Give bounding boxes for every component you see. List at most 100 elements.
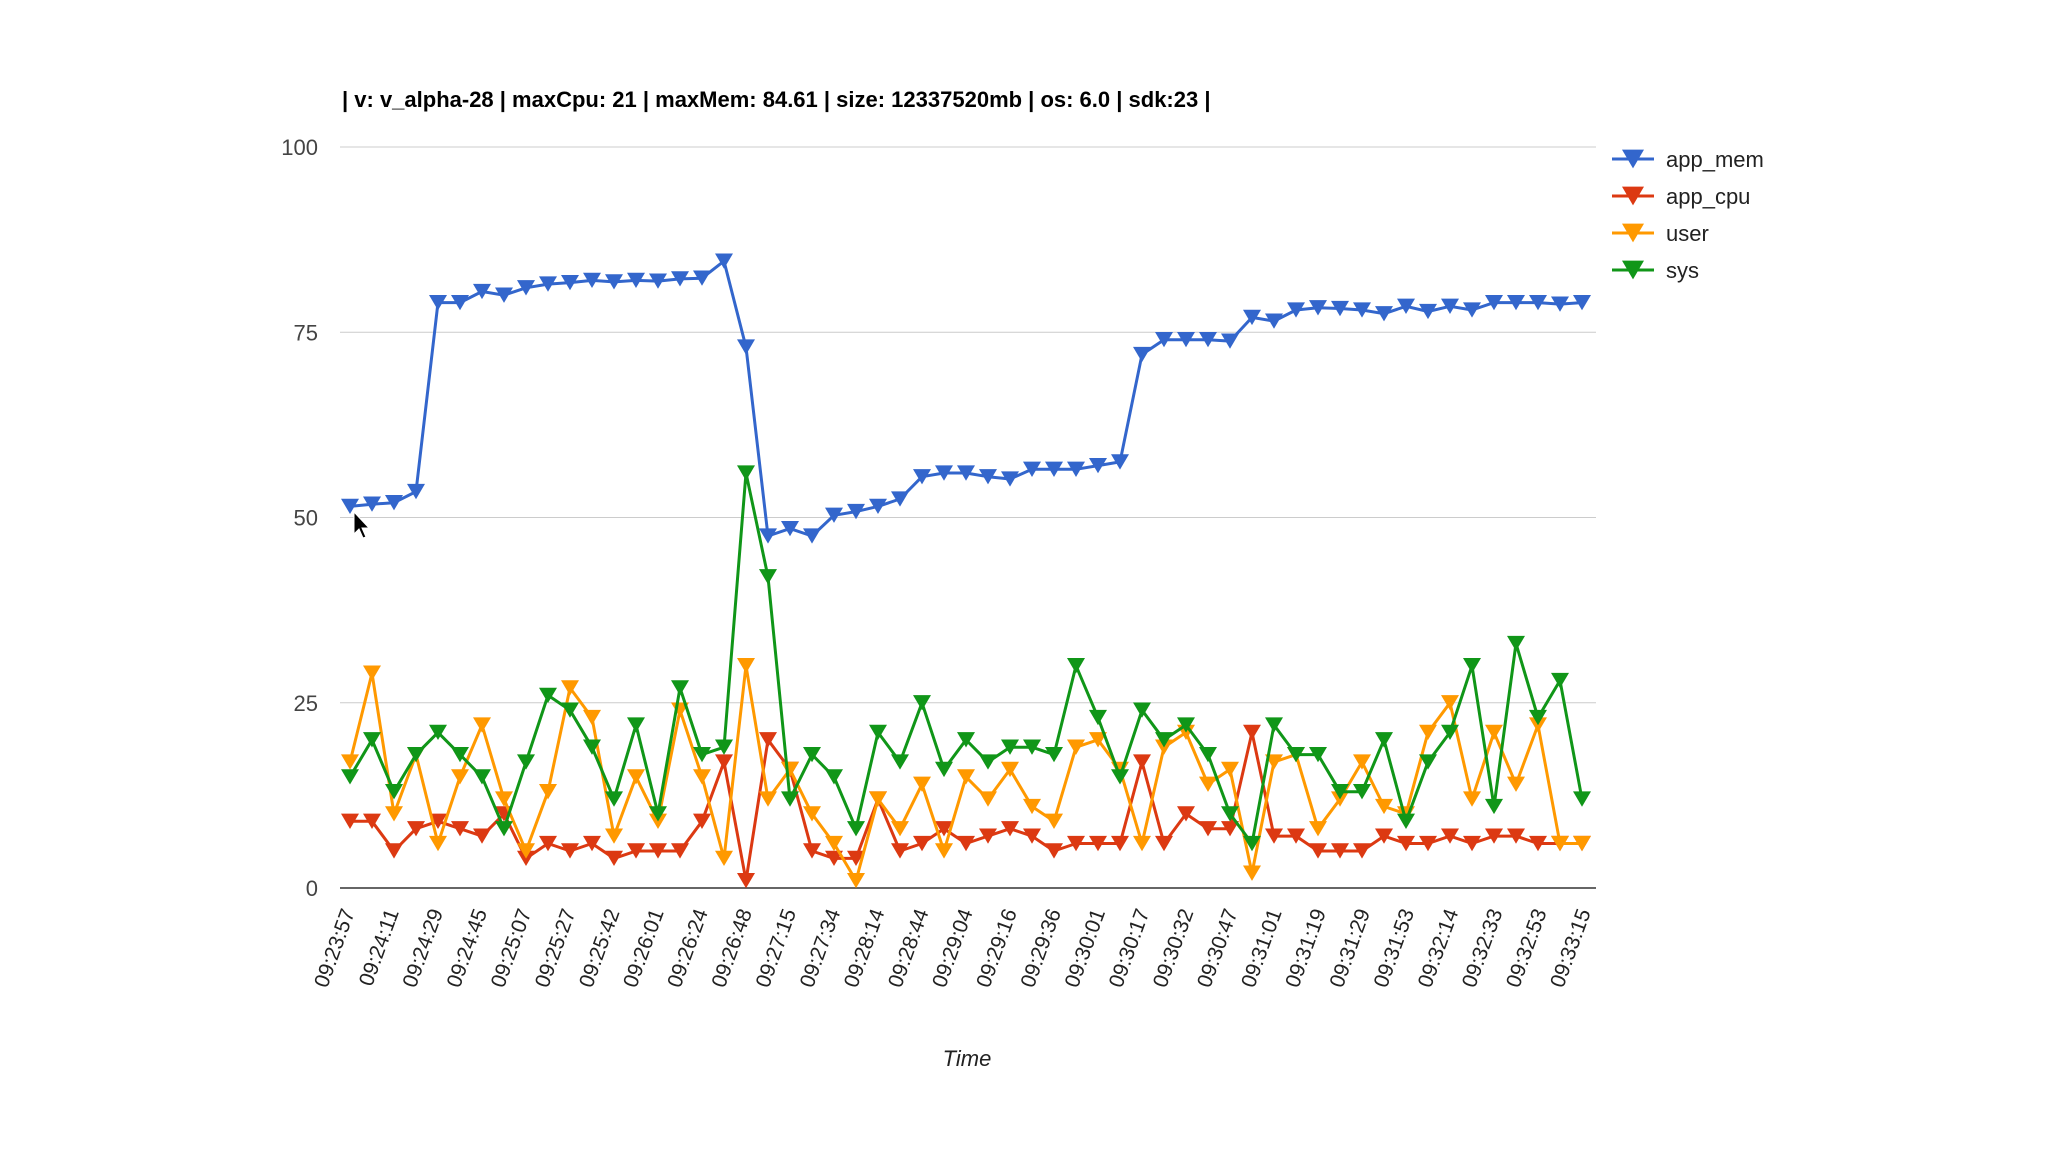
data-point[interactable] [1375, 306, 1393, 322]
data-point[interactable] [1353, 754, 1371, 770]
data-point[interactable] [1067, 835, 1085, 852]
data-point[interactable] [1397, 298, 1415, 314]
data-point[interactable] [1243, 724, 1261, 741]
data-point[interactable] [979, 754, 997, 770]
data-point[interactable] [935, 465, 953, 481]
data-point[interactable] [583, 739, 601, 755]
data-point[interactable] [1111, 835, 1129, 852]
data-point[interactable] [1397, 813, 1415, 829]
data-point[interactable] [517, 843, 535, 859]
data-point[interactable] [825, 769, 843, 785]
data-point[interactable] [1507, 635, 1525, 652]
data-point[interactable] [671, 680, 689, 696]
data-point[interactable] [891, 821, 909, 837]
data-point[interactable] [1243, 309, 1261, 326]
data-point[interactable] [473, 769, 491, 785]
legend-item-sys[interactable]: sys [1612, 258, 1699, 283]
data-point[interactable] [429, 813, 447, 829]
data-point[interactable] [605, 274, 623, 290]
data-point[interactable] [517, 754, 535, 770]
data-point[interactable] [561, 702, 579, 718]
data-point[interactable] [1221, 806, 1239, 822]
data-point[interactable] [825, 850, 843, 867]
data-point[interactable] [451, 769, 469, 785]
data-point[interactable] [341, 498, 359, 515]
data-point[interactable] [693, 746, 711, 763]
data-point[interactable] [1551, 296, 1569, 312]
data-point[interactable] [1441, 298, 1459, 314]
data-point[interactable] [1463, 791, 1481, 807]
data-point[interactable] [913, 695, 931, 711]
legend-item-user[interactable]: user [1612, 221, 1709, 246]
data-point[interactable] [1441, 828, 1459, 844]
data-point[interactable] [627, 769, 645, 785]
data-point[interactable] [1551, 835, 1569, 852]
data-point[interactable] [737, 872, 755, 889]
data-point[interactable] [869, 724, 887, 741]
data-point[interactable] [649, 273, 667, 289]
data-point[interactable] [781, 761, 799, 778]
data-point[interactable] [1199, 821, 1217, 837]
data-point[interactable] [1573, 791, 1591, 807]
data-point[interactable] [495, 791, 513, 807]
data-point[interactable] [1309, 821, 1327, 837]
data-point[interactable] [1507, 294, 1525, 311]
data-point[interactable] [473, 828, 491, 844]
data-point[interactable] [737, 465, 755, 481]
data-point[interactable] [803, 843, 821, 859]
data-point[interactable] [1485, 828, 1503, 844]
data-point[interactable] [1001, 761, 1019, 778]
data-point[interactable] [693, 769, 711, 785]
data-point[interactable] [583, 709, 601, 726]
data-point[interactable] [1485, 724, 1503, 741]
data-point[interactable] [737, 658, 755, 674]
data-point[interactable] [1177, 806, 1195, 822]
data-point[interactable] [1155, 732, 1173, 748]
data-point[interactable] [1529, 835, 1547, 852]
data-point[interactable] [1419, 303, 1437, 320]
data-point[interactable] [825, 507, 843, 523]
data-point[interactable] [1309, 746, 1327, 763]
data-point[interactable] [1551, 672, 1569, 689]
data-point[interactable] [1507, 828, 1525, 844]
data-point[interactable] [605, 791, 623, 807]
data-point[interactable] [1023, 828, 1041, 844]
data-point[interactable] [495, 821, 513, 837]
data-point[interactable] [649, 843, 667, 859]
data-point[interactable] [451, 294, 469, 311]
data-point[interactable] [1441, 724, 1459, 741]
data-point[interactable] [1375, 732, 1393, 748]
data-point[interactable] [1023, 739, 1041, 755]
data-point[interactable] [1133, 702, 1151, 718]
data-point[interactable] [1287, 746, 1305, 763]
data-point[interactable] [1529, 709, 1547, 726]
data-point[interactable] [1287, 302, 1305, 318]
data-point[interactable] [385, 784, 403, 800]
data-point[interactable] [1067, 739, 1085, 755]
data-point[interactable] [693, 813, 711, 829]
data-point[interactable] [561, 680, 579, 696]
data-point[interactable] [451, 746, 469, 763]
data-point[interactable] [363, 665, 381, 681]
data-point[interactable] [847, 503, 865, 520]
data-point[interactable] [935, 821, 953, 837]
data-point[interactable] [1485, 798, 1503, 815]
data-point[interactable] [1199, 776, 1217, 792]
data-point[interactable] [407, 483, 425, 500]
data-point[interactable] [1111, 454, 1129, 470]
data-point[interactable] [539, 276, 557, 292]
data-point[interactable] [517, 280, 535, 296]
data-point[interactable] [605, 828, 623, 844]
data-point[interactable] [649, 806, 667, 822]
data-point[interactable] [1067, 461, 1085, 477]
data-point[interactable] [1573, 294, 1591, 311]
data-point[interactable] [869, 791, 887, 807]
data-point[interactable] [957, 465, 975, 481]
data-point[interactable] [781, 791, 799, 807]
data-point[interactable] [1045, 461, 1063, 477]
data-point[interactable] [957, 732, 975, 748]
data-point[interactable] [583, 835, 601, 852]
data-point[interactable] [891, 754, 909, 770]
data-point[interactable] [561, 843, 579, 859]
data-point[interactable] [495, 287, 513, 303]
